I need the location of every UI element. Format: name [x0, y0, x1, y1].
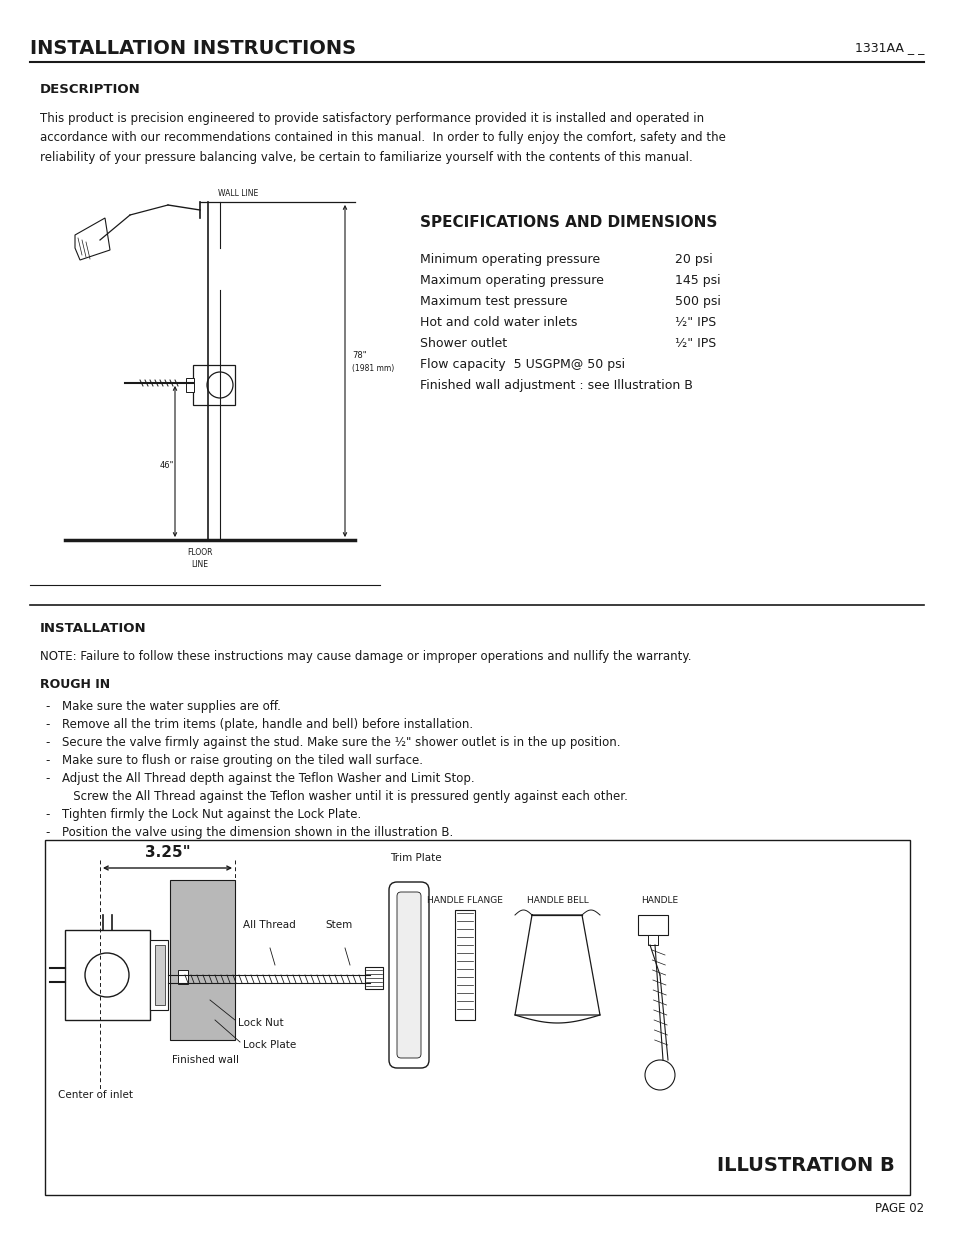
- Text: Trim Plate: Trim Plate: [390, 853, 441, 863]
- Text: Make sure the water supplies are off.: Make sure the water supplies are off.: [62, 700, 280, 713]
- Bar: [186, 378, 193, 391]
- Text: Flow capacity  5 USGPM@ 50 psi: Flow capacity 5 USGPM@ 50 psi: [419, 358, 624, 370]
- FancyBboxPatch shape: [389, 882, 429, 1068]
- Text: Position the valve using the dimension shown in the illustration B.: Position the valve using the dimension s…: [62, 826, 453, 839]
- Text: HANDLE: HANDLE: [640, 897, 678, 905]
- Text: 3.25": 3.25": [145, 845, 190, 860]
- Text: 46": 46": [160, 461, 174, 469]
- Bar: [45, 840, 909, 1195]
- Bar: [150, 940, 168, 1010]
- Text: -: -: [45, 772, 50, 785]
- Bar: [638, 915, 667, 935]
- Text: 78": 78": [352, 351, 366, 359]
- Text: -: -: [45, 718, 50, 731]
- Text: 145 psi: 145 psi: [675, 274, 720, 287]
- Text: WALL LINE: WALL LINE: [218, 189, 258, 198]
- Text: LINE: LINE: [192, 559, 209, 569]
- Text: 500 psi: 500 psi: [675, 295, 720, 308]
- Text: ½" IPS: ½" IPS: [675, 337, 716, 350]
- Bar: [170, 881, 234, 1040]
- Text: Center of inlet: Center of inlet: [58, 1091, 132, 1100]
- Text: All Thread: All Thread: [243, 920, 295, 930]
- Text: -: -: [45, 700, 50, 713]
- Bar: [365, 967, 382, 989]
- Text: INSTALLATION: INSTALLATION: [40, 622, 147, 635]
- Text: 1331AA _ _: 1331AA _ _: [854, 42, 923, 54]
- Text: Maximum test pressure: Maximum test pressure: [419, 295, 567, 308]
- FancyBboxPatch shape: [396, 892, 420, 1058]
- Text: PAGE 02: PAGE 02: [874, 1202, 923, 1215]
- Text: Finished wall: Finished wall: [172, 1055, 239, 1065]
- Text: -: -: [45, 755, 50, 767]
- Bar: [178, 969, 188, 984]
- Text: Shower outlet: Shower outlet: [419, 337, 507, 350]
- Text: Screw the All Thread against the Teflon washer until it is pressured gently agai: Screw the All Thread against the Teflon …: [62, 790, 627, 803]
- Bar: [647, 935, 658, 945]
- Text: This product is precision engineered to provide satisfactory performance provide: This product is precision engineered to …: [40, 112, 725, 164]
- Text: Lock Plate: Lock Plate: [243, 1040, 296, 1050]
- Bar: [193, 366, 234, 405]
- Text: Lock Nut: Lock Nut: [237, 1018, 283, 1028]
- Text: Maximum operating pressure: Maximum operating pressure: [419, 274, 603, 287]
- Text: -: -: [45, 736, 50, 748]
- Text: 20 psi: 20 psi: [675, 253, 712, 266]
- Text: Make sure to flush or raise grouting on the tiled wall surface.: Make sure to flush or raise grouting on …: [62, 755, 422, 767]
- Text: Finished wall adjustment : see Illustration B: Finished wall adjustment : see Illustrat…: [419, 379, 692, 391]
- Text: ILLUSTRATION B: ILLUSTRATION B: [717, 1156, 894, 1174]
- Text: DESCRIPTION: DESCRIPTION: [40, 83, 141, 96]
- Text: Adjust the All Thread depth against the Teflon Washer and Limit Stop.: Adjust the All Thread depth against the …: [62, 772, 475, 785]
- Text: Tighten firmly the Lock Nut against the Lock Plate.: Tighten firmly the Lock Nut against the …: [62, 808, 361, 821]
- Text: Hot and cold water inlets: Hot and cold water inlets: [419, 316, 577, 329]
- Text: FLOOR: FLOOR: [187, 548, 213, 557]
- Text: INSTALLATION INSTRUCTIONS: INSTALLATION INSTRUCTIONS: [30, 38, 355, 58]
- Polygon shape: [75, 219, 110, 261]
- Text: NOTE: Failure to follow these instructions may cause damage or improper operatio: NOTE: Failure to follow these instructio…: [40, 650, 691, 663]
- Bar: [154, 945, 165, 1005]
- Text: SPECIFICATIONS AND DIMENSIONS: SPECIFICATIONS AND DIMENSIONS: [419, 215, 717, 230]
- Text: Stem: Stem: [325, 920, 352, 930]
- Text: Remove all the trim items (plate, handle and bell) before installation.: Remove all the trim items (plate, handle…: [62, 718, 473, 731]
- Text: -: -: [45, 808, 50, 821]
- Text: Minimum operating pressure: Minimum operating pressure: [419, 253, 599, 266]
- Text: -: -: [45, 826, 50, 839]
- Bar: [65, 930, 150, 1020]
- Text: HANDLE FLANGE: HANDLE FLANGE: [427, 897, 502, 905]
- Circle shape: [85, 953, 129, 997]
- Text: ½" IPS: ½" IPS: [675, 316, 716, 329]
- Text: Secure the valve firmly against the stud. Make sure the ½" shower outlet is in t: Secure the valve firmly against the stud…: [62, 736, 619, 748]
- Text: ROUGH IN: ROUGH IN: [40, 678, 110, 692]
- Bar: [455, 910, 475, 1020]
- Circle shape: [207, 372, 233, 398]
- Text: (1981 mm): (1981 mm): [352, 363, 394, 373]
- Circle shape: [644, 1060, 675, 1091]
- Text: HANDLE BELL: HANDLE BELL: [527, 897, 588, 905]
